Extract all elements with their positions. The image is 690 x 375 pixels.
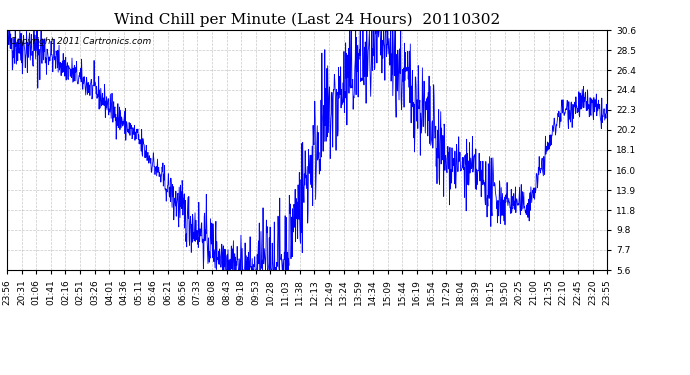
Title: Wind Chill per Minute (Last 24 Hours)  20110302: Wind Chill per Minute (Last 24 Hours) 20… xyxy=(114,13,500,27)
Text: Copyright 2011 Cartronics.com: Copyright 2011 Cartronics.com xyxy=(10,37,151,46)
